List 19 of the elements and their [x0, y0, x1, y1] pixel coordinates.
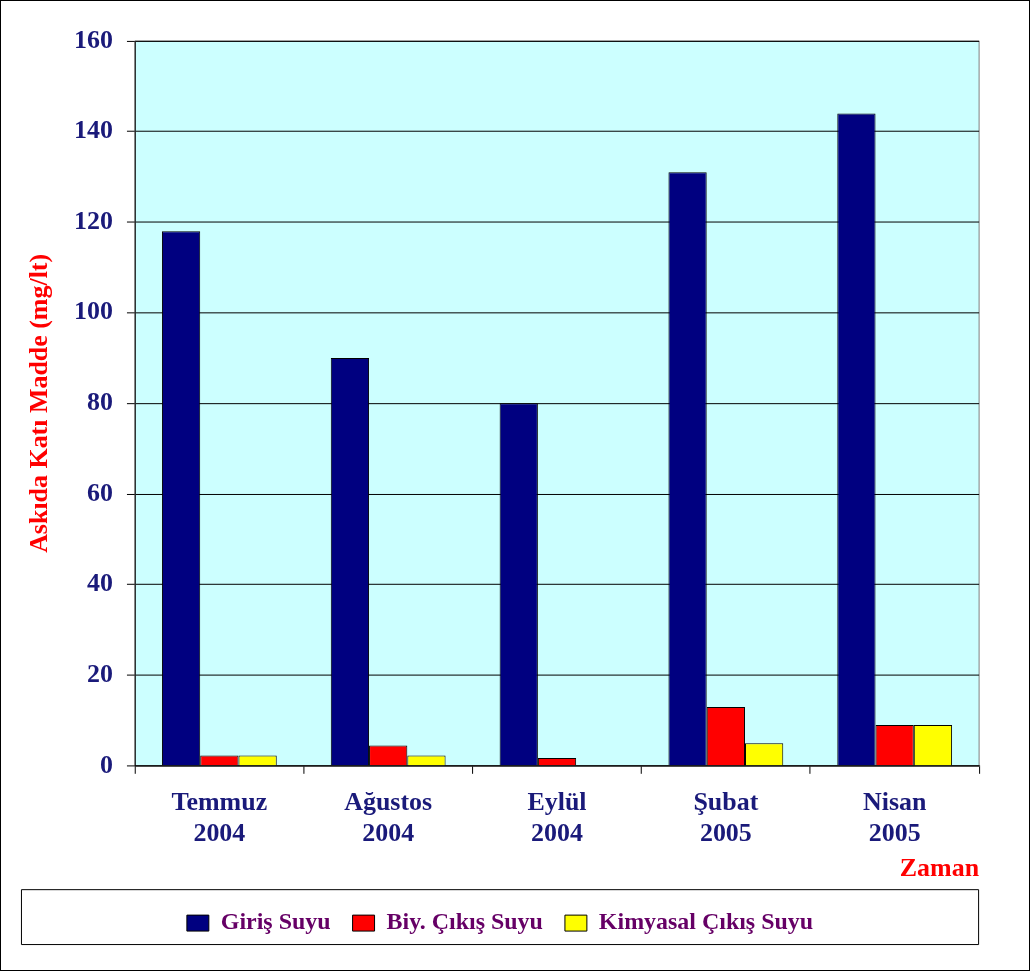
x-tick-label: Eylül 2004	[527, 787, 587, 848]
y-tick-label: 100	[74, 296, 113, 326]
x-tick-label: Nisan 2005	[862, 787, 927, 848]
y-tick-label: 120	[74, 205, 113, 235]
x-tick-label: Şubat 2005	[693, 787, 759, 848]
y-tick-label: 20	[87, 658, 113, 688]
y-tick-label: 40	[87, 568, 113, 598]
y-tick-label: 140	[74, 115, 113, 145]
legend-label: Giriş Suyu	[220, 908, 331, 935]
y-axis-title: Askıda Katı Madde (mg/lt)	[24, 253, 54, 553]
x-axis-title: Zaman	[899, 853, 980, 883]
y-tick-label: 0	[100, 749, 113, 779]
y-tick-label: 60	[87, 477, 113, 507]
y-tick-label: 160	[74, 24, 113, 54]
x-tick-label: Temmuz 2004	[171, 787, 268, 848]
legend-label: Kimyasal Çıkış Suyu	[598, 908, 814, 935]
x-tick-label: Ağustos 2004	[344, 787, 433, 848]
y-tick-label: 80	[87, 387, 113, 417]
legend-label: Biy. Çıkış Suyu	[386, 908, 543, 935]
